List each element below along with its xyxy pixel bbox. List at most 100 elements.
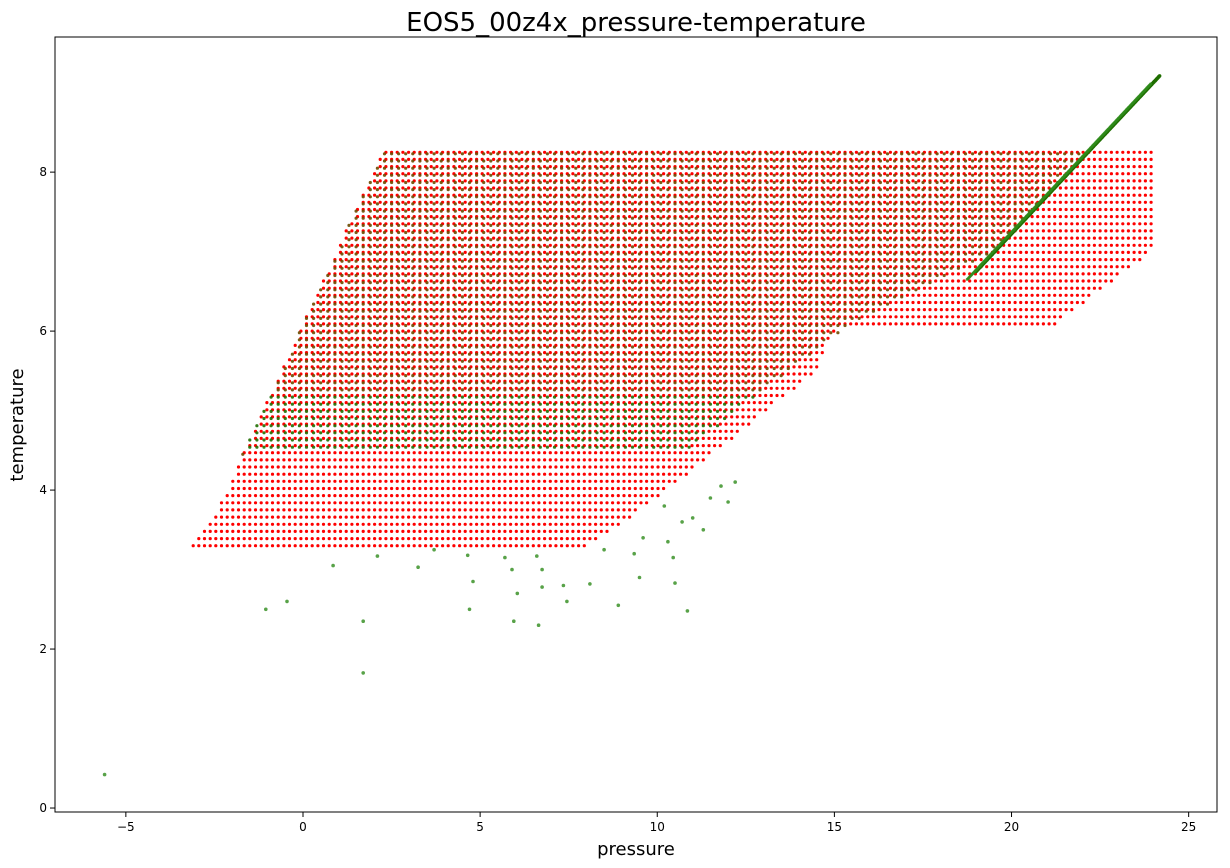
data-point-red [684, 329, 688, 333]
data-point-red [401, 329, 405, 333]
data-point-red [667, 472, 671, 476]
data-point-red [883, 322, 887, 326]
data-point-red [1002, 315, 1006, 319]
data-point-red [911, 229, 915, 233]
data-point-red [299, 479, 303, 483]
data-point-red [520, 315, 524, 319]
data-point-red [446, 479, 450, 483]
data-point-red [684, 472, 688, 476]
data-point-red [883, 293, 887, 297]
data-point-red [407, 293, 411, 297]
data-point-red [412, 501, 416, 505]
data-point-red [713, 379, 717, 383]
data-point-red [713, 393, 717, 398]
data-point-red [1070, 308, 1074, 312]
data-point-red [775, 258, 779, 262]
data-point-red [378, 358, 382, 362]
data-point-red [548, 415, 552, 419]
data-point-red [316, 358, 320, 362]
data-point-red [520, 436, 524, 440]
data-point-red [548, 408, 552, 412]
data-point-red [973, 243, 978, 247]
data-point-red [741, 258, 745, 262]
data-point-red [775, 329, 779, 333]
data-point-red [480, 472, 484, 476]
data-point-red [1019, 250, 1023, 254]
data-point-red [344, 486, 348, 491]
data-point-red [594, 515, 598, 519]
data-point-red [1030, 300, 1034, 305]
data-point-red [253, 501, 258, 505]
data-point-red [577, 537, 581, 541]
data-point-red [378, 444, 382, 448]
data-point-red [741, 279, 745, 283]
data-point-red [412, 494, 416, 498]
data-point-red [979, 258, 983, 262]
data-point-red [741, 236, 745, 240]
data-point-red [747, 258, 751, 262]
data-point-red [429, 258, 433, 262]
data-point-red [486, 300, 490, 305]
data-point-red [826, 300, 830, 305]
data-point-red [645, 458, 649, 462]
data-point-red [446, 537, 450, 541]
data-point-red [316, 429, 320, 433]
data-point-red [304, 451, 309, 455]
data-point-red [236, 522, 241, 526]
data-point-red [571, 522, 575, 526]
data-point-red [208, 522, 212, 526]
data-point-red [492, 379, 496, 383]
data-point-red [548, 458, 552, 462]
data-point-red [492, 343, 496, 347]
data-point-red [469, 486, 473, 491]
data-point-red [628, 458, 632, 462]
data-point-red [429, 544, 433, 548]
data-point-red [514, 336, 518, 340]
data-point-red [798, 207, 802, 212]
data-point-red [367, 472, 371, 476]
data-point-red [633, 408, 637, 412]
data-point-red [407, 358, 411, 362]
data-point-red [1041, 222, 1045, 226]
data-point-red [1143, 236, 1147, 240]
data-point-red [350, 494, 354, 498]
data-point-red [599, 451, 603, 455]
data-point-red [747, 329, 751, 333]
data-point-red [287, 529, 292, 534]
data-point-red [633, 293, 637, 297]
data-point-red [321, 300, 326, 305]
data-point-red [401, 386, 405, 390]
data-point-red [407, 458, 411, 462]
data-point-red [350, 358, 354, 362]
data-point-red [1149, 222, 1153, 226]
data-point-red [1098, 222, 1102, 226]
data-point-red [690, 243, 694, 247]
data-point-red [316, 515, 320, 519]
data-point-red [248, 451, 252, 455]
data-point-red [270, 451, 275, 455]
data-point-red [690, 308, 694, 312]
data-point-red [1081, 279, 1085, 283]
data-point-red [662, 250, 666, 254]
data-point-red [1047, 222, 1051, 226]
data-point-red [588, 515, 592, 519]
data-point-red [514, 379, 518, 383]
data-point-red [344, 343, 348, 347]
data-point-red [531, 515, 535, 519]
data-point-red [803, 372, 807, 376]
data-point-red [514, 236, 518, 240]
data-point-red [338, 515, 343, 519]
data-point-red [656, 386, 660, 390]
data-point-red [412, 458, 416, 462]
data-point-red [231, 544, 235, 548]
data-point-red [718, 393, 722, 398]
data-point-red [401, 472, 405, 476]
data-point-red [1081, 258, 1085, 262]
data-point-red [628, 250, 632, 254]
data-point-red [401, 336, 405, 340]
data-point-red [407, 279, 411, 283]
data-point-red [304, 522, 309, 526]
data-point-red [248, 494, 252, 498]
data-point-red [463, 308, 467, 312]
data-point-red [486, 250, 490, 254]
